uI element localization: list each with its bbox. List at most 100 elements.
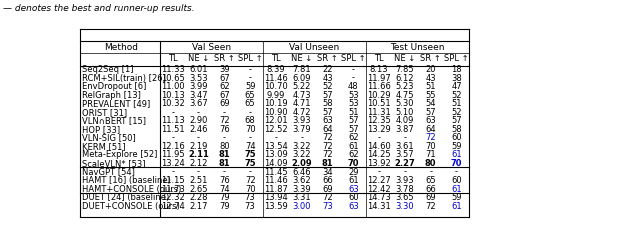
Text: 2.19: 2.19	[189, 142, 208, 151]
Text: 12.42: 12.42	[367, 185, 391, 194]
Text: 53: 53	[348, 91, 358, 100]
Text: DUET [24] (baseline): DUET [24] (baseline)	[83, 193, 170, 202]
Text: 11.95: 11.95	[161, 151, 184, 160]
Text: 64: 64	[322, 125, 333, 134]
Text: 13.29: 13.29	[367, 125, 391, 134]
Text: PREVALENT [49]: PREVALENT [49]	[83, 99, 151, 108]
Text: 10.32: 10.32	[161, 99, 184, 108]
Text: 7.81: 7.81	[292, 65, 311, 74]
Text: 57: 57	[322, 91, 333, 100]
Text: 75: 75	[244, 151, 256, 160]
Text: 2.09: 2.09	[291, 159, 312, 168]
Text: 79: 79	[219, 193, 230, 202]
Text: 8.39: 8.39	[267, 65, 285, 74]
Text: NavGPT [54]: NavGPT [54]	[83, 168, 135, 177]
Text: 70: 70	[451, 159, 462, 168]
Text: TL: TL	[271, 54, 281, 63]
Text: 72: 72	[322, 193, 333, 202]
Text: 2.12: 2.12	[189, 159, 208, 168]
Text: 65: 65	[245, 91, 255, 100]
Text: 80: 80	[425, 159, 436, 168]
Text: -: -	[352, 65, 355, 74]
Text: -: -	[248, 65, 252, 74]
Text: 13.92: 13.92	[367, 159, 391, 168]
Text: 14.73: 14.73	[367, 193, 391, 202]
Text: 6.12: 6.12	[396, 73, 414, 82]
Text: 22: 22	[323, 65, 333, 74]
Text: Meta-Explore [52]: Meta-Explore [52]	[83, 151, 158, 160]
Text: Val Unseen: Val Unseen	[289, 43, 340, 52]
Text: 68: 68	[244, 116, 255, 125]
Text: 3.87: 3.87	[396, 125, 414, 134]
Text: -: -	[429, 168, 432, 177]
Text: 75: 75	[244, 159, 256, 168]
Text: 5.23: 5.23	[396, 82, 414, 91]
Text: -: -	[455, 168, 458, 177]
Text: 12.52: 12.52	[264, 125, 288, 134]
Text: 5.22: 5.22	[292, 82, 311, 91]
Text: 3.79: 3.79	[292, 125, 311, 134]
Text: -: -	[197, 168, 200, 177]
Text: 6.01: 6.01	[189, 65, 208, 74]
Text: 59: 59	[451, 193, 461, 202]
Text: 3.22: 3.22	[292, 142, 311, 151]
Text: 3.93: 3.93	[292, 116, 311, 125]
Text: 11.13: 11.13	[161, 116, 184, 125]
Text: SPL ↑: SPL ↑	[341, 54, 365, 63]
Text: 3.30: 3.30	[396, 202, 414, 211]
Text: 73: 73	[322, 202, 333, 211]
Text: 67: 67	[219, 73, 230, 82]
Text: 72: 72	[426, 133, 436, 142]
Text: 57: 57	[348, 116, 358, 125]
Text: 11.00: 11.00	[161, 82, 184, 91]
Text: 11.66: 11.66	[367, 82, 391, 91]
Text: -: -	[403, 133, 406, 142]
Text: 12.74: 12.74	[161, 202, 184, 211]
Text: 81: 81	[218, 151, 230, 160]
Text: 57: 57	[348, 125, 358, 134]
Text: 66: 66	[426, 185, 436, 194]
Text: 61: 61	[451, 185, 462, 194]
Text: 3.78: 3.78	[396, 185, 414, 194]
Text: 11.73: 11.73	[161, 185, 185, 194]
Text: 11.33: 11.33	[161, 65, 185, 74]
Text: 58: 58	[322, 99, 333, 108]
Text: -: -	[248, 108, 252, 117]
Text: 80: 80	[219, 142, 230, 151]
Text: 12.27: 12.27	[367, 176, 391, 185]
Text: 61: 61	[451, 151, 462, 160]
Text: 11.51: 11.51	[161, 125, 184, 134]
Text: 13.09: 13.09	[264, 151, 288, 160]
Text: 6.09: 6.09	[292, 73, 311, 82]
Text: 3.31: 3.31	[292, 193, 311, 202]
Text: 62: 62	[219, 82, 230, 91]
Text: 43: 43	[322, 73, 333, 82]
Text: TL: TL	[168, 54, 177, 63]
Text: -: -	[172, 133, 174, 142]
Text: 3.93: 3.93	[396, 176, 414, 185]
Text: 10.70: 10.70	[264, 82, 288, 91]
Text: 11.31: 11.31	[367, 108, 391, 117]
Text: 38: 38	[451, 73, 462, 82]
Text: 10.29: 10.29	[367, 91, 391, 100]
Text: 3.39: 3.39	[292, 185, 311, 194]
Text: 10.13: 10.13	[161, 91, 184, 100]
Text: 69: 69	[426, 193, 436, 202]
Text: 51: 51	[348, 108, 358, 117]
Text: 61: 61	[348, 176, 358, 185]
Text: VLN-SIG [50]: VLN-SIG [50]	[83, 133, 136, 142]
Text: 11.97: 11.97	[367, 73, 391, 82]
Text: 4.72: 4.72	[292, 108, 311, 117]
Text: 11.46: 11.46	[264, 176, 288, 185]
Text: 70: 70	[245, 125, 255, 134]
Text: 60: 60	[451, 176, 462, 185]
Text: 14.09: 14.09	[264, 159, 288, 168]
Text: 2.11: 2.11	[188, 151, 209, 160]
Text: 13.24: 13.24	[161, 159, 184, 168]
Text: 53: 53	[348, 99, 358, 108]
Text: 3.67: 3.67	[189, 99, 208, 108]
Text: 76: 76	[219, 176, 230, 185]
Text: 10.90: 10.90	[264, 108, 288, 117]
Text: 59: 59	[245, 82, 255, 91]
Text: 13.54: 13.54	[264, 142, 288, 151]
